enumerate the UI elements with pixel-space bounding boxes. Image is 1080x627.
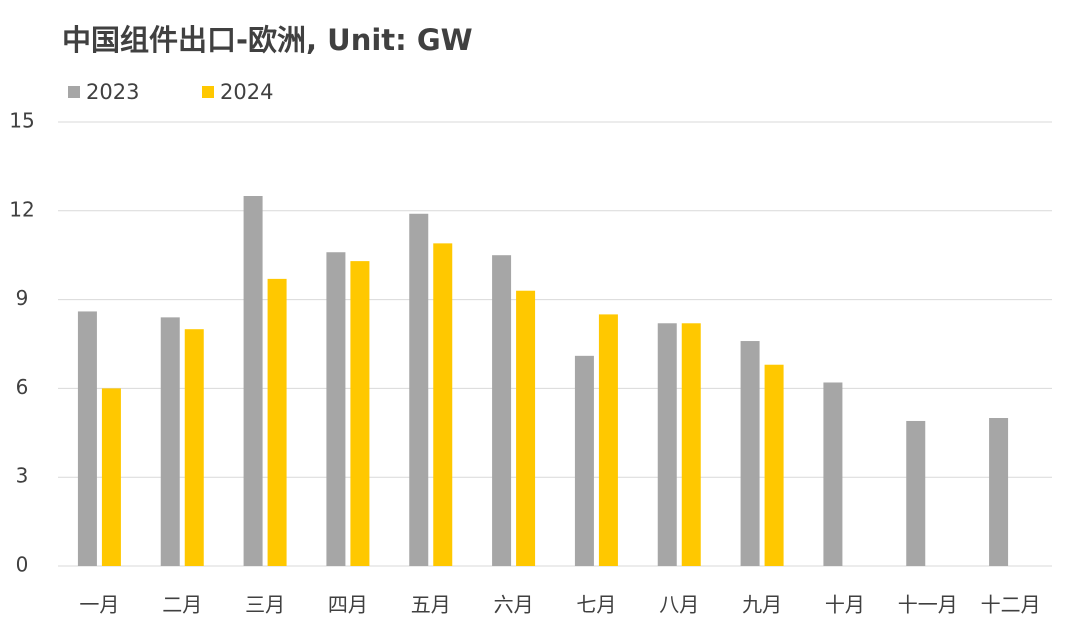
x-tick-label: 三月: [245, 593, 285, 617]
legend-swatch: [68, 86, 80, 98]
bar: [657, 323, 677, 566]
y-tick-label: 12: [9, 197, 34, 221]
legend-label: 2024: [220, 80, 273, 104]
bar: [326, 252, 346, 567]
bar: [184, 329, 204, 566]
x-tick-label: 五月: [411, 593, 451, 617]
bar: [409, 213, 429, 566]
bar: [574, 355, 594, 566]
bar: [433, 243, 453, 567]
bar: [516, 290, 536, 566]
bar: [906, 420, 926, 566]
x-tick-label: 十一月: [898, 593, 958, 617]
x-tick-label: 八月: [659, 593, 699, 617]
bar: [764, 364, 784, 566]
y-tick-label: 9: [16, 286, 29, 310]
bar: [243, 196, 263, 566]
bar: [823, 382, 843, 566]
y-tick-label: 0: [16, 553, 29, 577]
x-tick-label: 一月: [79, 593, 119, 617]
bar: [740, 341, 760, 566]
x-tick-label: 七月: [576, 593, 616, 617]
legend-swatch: [202, 86, 214, 98]
chart-title: 中国组件出口-欧洲, Unit: GW: [62, 23, 473, 57]
bar: [598, 314, 618, 566]
x-tick-label: 六月: [494, 593, 534, 617]
bar: [492, 255, 512, 566]
legend-label: 2023: [86, 80, 139, 104]
bar: [681, 323, 701, 566]
x-tick-label: 四月: [328, 593, 368, 617]
bar: [77, 311, 97, 566]
y-tick-label: 15: [9, 109, 34, 133]
bar: [101, 388, 121, 566]
y-tick-label: 3: [16, 464, 29, 488]
x-tick-label: 十二月: [981, 593, 1041, 617]
bar: [160, 317, 180, 566]
x-tick-label: 九月: [742, 593, 782, 617]
y-tick-label: 6: [16, 375, 29, 399]
bar: [267, 278, 287, 566]
bar: [989, 418, 1009, 566]
x-tick-label: 二月: [162, 593, 202, 617]
bar: [350, 261, 370, 566]
x-tick-label: 十月: [825, 593, 865, 617]
